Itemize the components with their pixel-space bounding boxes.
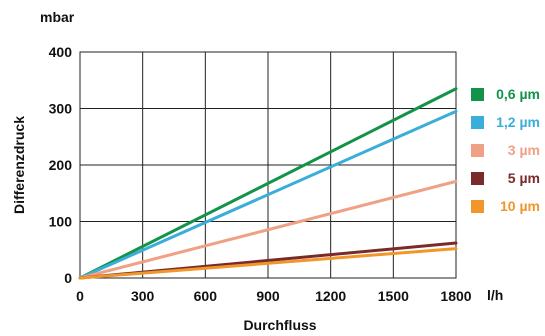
legend-swatch	[471, 116, 484, 129]
x-tick-label: 1500	[378, 288, 409, 304]
y-tick-label: 400	[49, 44, 73, 60]
series-line-2	[78, 179, 458, 280]
legend-swatch	[471, 172, 484, 185]
x-tick-label: 1800	[440, 288, 471, 304]
grid	[79, 51, 457, 279]
y-tick-label: 100	[49, 214, 73, 230]
x-tick-label: 900	[256, 288, 280, 304]
y-unit-label: mbar	[40, 9, 75, 25]
y-tick-label: 300	[49, 101, 73, 117]
legend-label: 5 µm	[508, 170, 540, 186]
x-tick-label: 300	[131, 288, 155, 304]
legend-swatch	[471, 88, 484, 101]
x-axis-title: Durchfluss	[243, 317, 316, 333]
x-tick-label: 1200	[315, 288, 346, 304]
y-tick-label: 200	[49, 157, 73, 173]
plot-frame	[79, 51, 457, 279]
legend-label: 1,2 µm	[496, 114, 540, 130]
legend-label: 0,6 µm	[496, 86, 540, 102]
series-line-0	[78, 87, 458, 280]
series-lines	[78, 87, 458, 280]
x-unit-label: l/h	[487, 287, 503, 303]
legend-label: 10 µm	[500, 198, 540, 214]
series-line-1	[78, 109, 458, 280]
legend-swatch	[471, 200, 484, 213]
x-tick-labels: 0 300 600 900 1200 1500 1800	[76, 288, 472, 304]
legend: 0,6 µm 1,2 µm 3 µm 5 µm 10 µm	[471, 86, 540, 214]
y-tick-label: 0	[64, 270, 72, 286]
x-tick-label: 0	[76, 288, 84, 304]
y-axis-title: Differenzdruck	[11, 116, 27, 214]
y-tick-labels: 0 100 200 300 400	[49, 44, 73, 286]
legend-label: 3 µm	[508, 142, 540, 158]
series-line-4	[78, 247, 458, 280]
legend-swatch	[471, 144, 484, 157]
x-tick-label: 600	[194, 288, 218, 304]
